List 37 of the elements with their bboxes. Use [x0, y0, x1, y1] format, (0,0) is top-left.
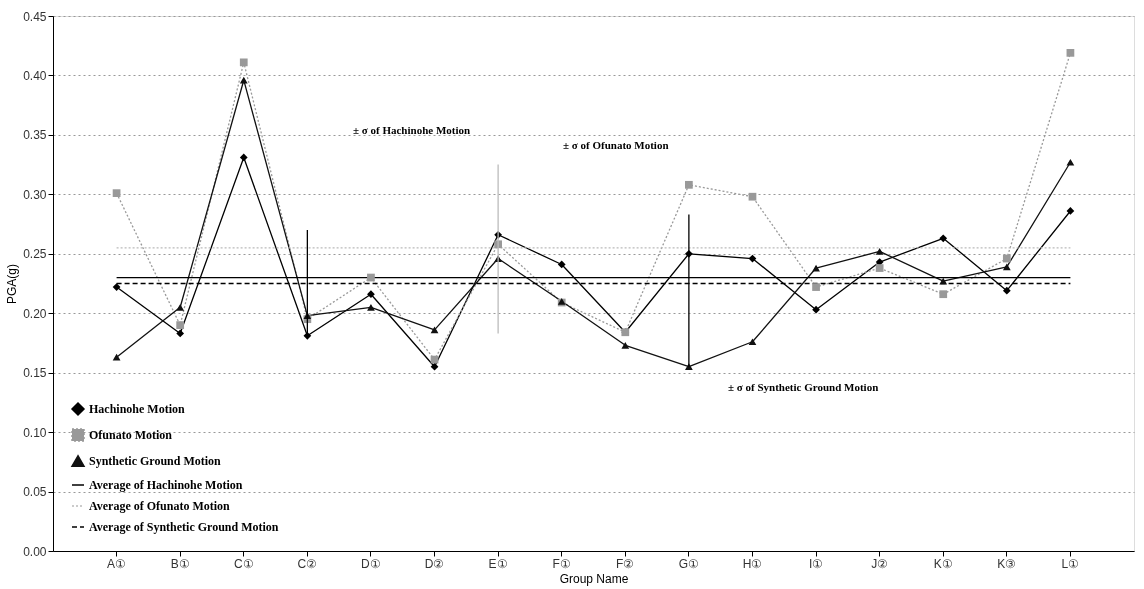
legend-label: Average of Ofunato Motion — [89, 499, 231, 513]
y-tick-label: 0.20 — [23, 306, 47, 321]
x-tick-label: C① — [233, 556, 254, 571]
x-tick-label: K① — [933, 556, 953, 571]
x-tick-label: L① — [1061, 556, 1080, 571]
y-tick-label: 0.25 — [23, 247, 47, 262]
legend-label: Average of Hachinohe Motion — [89, 478, 243, 492]
y-tick-label: 0.15 — [23, 366, 47, 381]
legend-label: Average of Synthetic Ground Motion — [89, 520, 279, 534]
y-tick-label: 0.30 — [23, 187, 47, 202]
y-tick-label: 0.35 — [23, 128, 47, 143]
y-tick-label: 0.05 — [23, 485, 47, 500]
x-tick-label: A① — [107, 556, 127, 571]
annotation: ± σ of Ofunato Motion — [563, 139, 669, 151]
y-tick-label: 0.40 — [23, 68, 47, 83]
x-tick-label: C② — [297, 556, 318, 571]
x-tick-label: J② — [871, 556, 889, 571]
annotation: ± σ of Hachinohe Motion — [353, 124, 471, 136]
annotation: ± σ of Synthetic Ground Motion — [728, 381, 879, 393]
x-tick-label: F② — [616, 556, 635, 571]
x-tick-label: F① — [552, 556, 571, 571]
legend-label: Hachinohe Motion — [89, 402, 185, 416]
legend-label: Synthetic Ground Motion — [89, 454, 222, 468]
x-tick-label: D② — [424, 556, 445, 571]
y-axis-title: PGA(g) — [5, 263, 20, 305]
y-tick-label: 0.00 — [23, 544, 47, 559]
x-tick-label: G① — [678, 556, 700, 571]
legend-label: Ofunato Motion — [89, 428, 173, 442]
x-tick-label: I① — [808, 556, 824, 571]
x-tick-label: B① — [170, 556, 190, 571]
x-axis-title: Group Name — [559, 571, 629, 586]
y-tick-label: 0.10 — [23, 425, 47, 440]
x-tick-label: E① — [488, 556, 508, 571]
y-tick-label: 0.45 — [23, 9, 47, 24]
x-tick-label: K③ — [997, 556, 1017, 571]
x-tick-label: H① — [742, 556, 763, 571]
x-tick-label: D① — [361, 556, 381, 571]
